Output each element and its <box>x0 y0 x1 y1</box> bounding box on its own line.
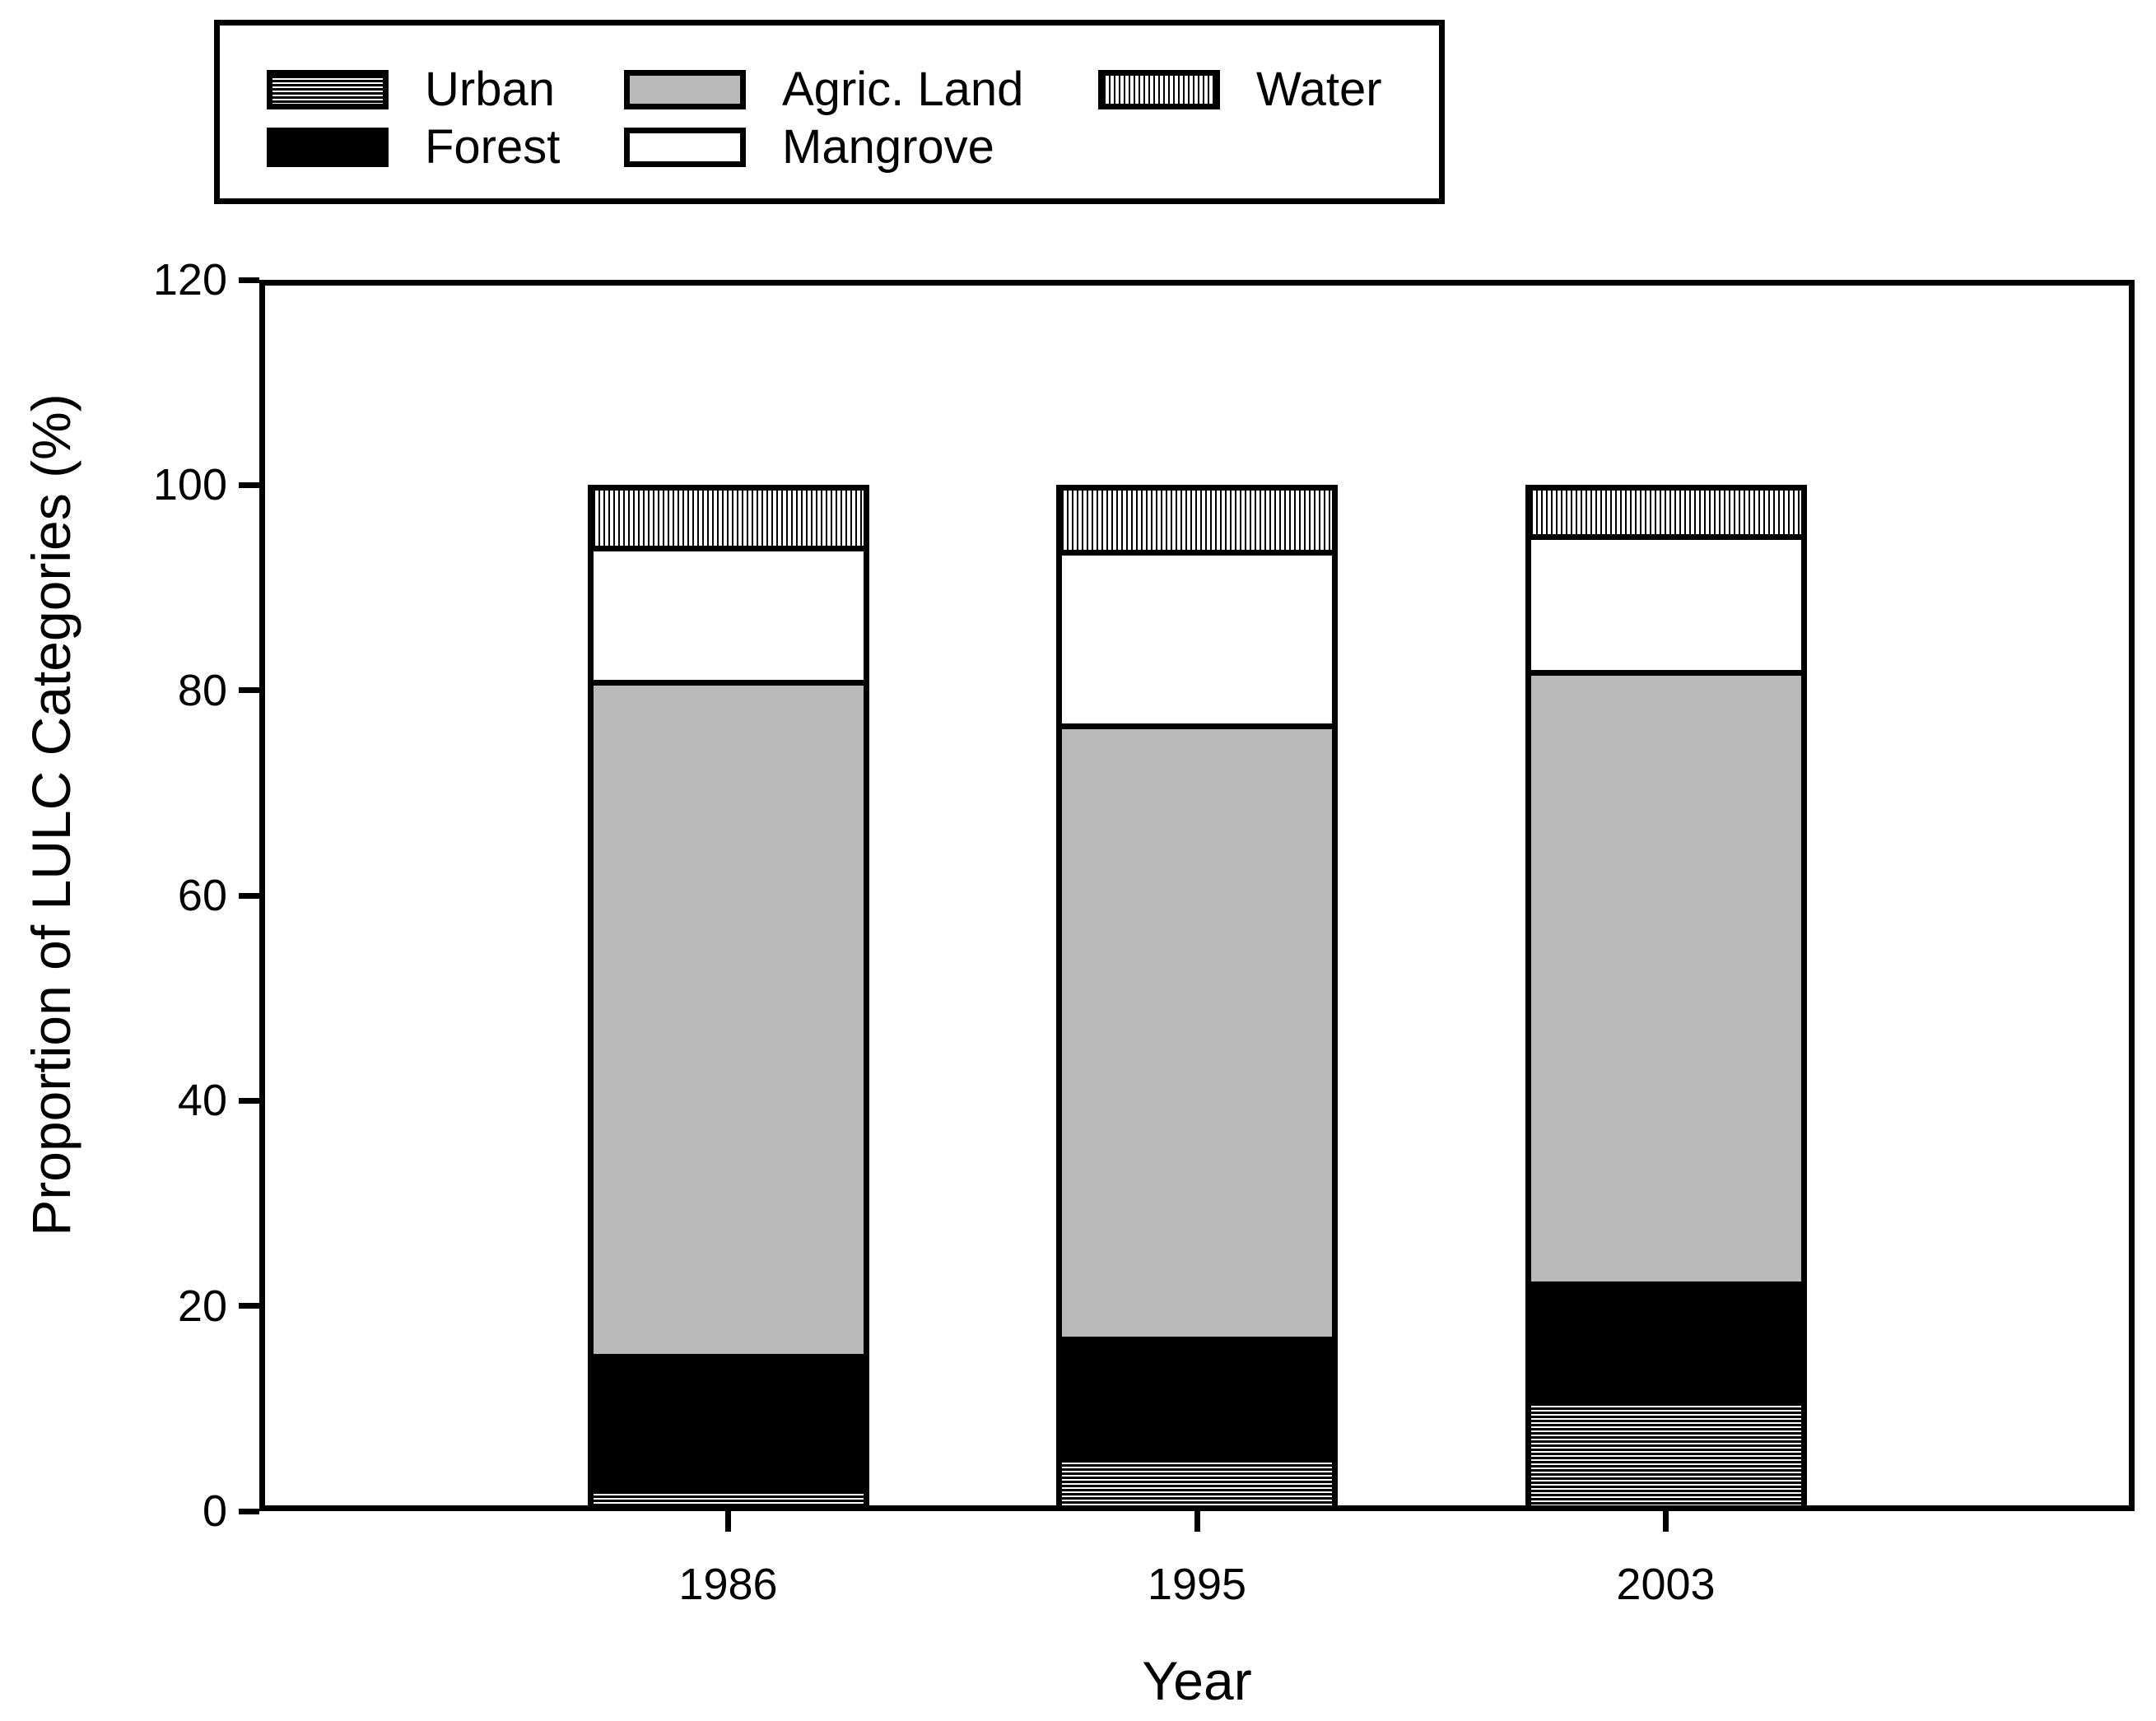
x-tick-label-1986: 1986 <box>678 1560 778 1609</box>
y-axis-tick-60 <box>239 892 259 899</box>
y-axis-tick-120 <box>239 277 259 283</box>
x-axis-title: Year <box>1142 1650 1252 1711</box>
bar-segment-2003-forest <box>1525 1281 1807 1398</box>
bar-segment-1995-agric-land <box>1056 723 1338 1337</box>
y-tick-label-20: 20 <box>177 1281 227 1331</box>
bar-segment-1986-forest <box>587 1354 869 1486</box>
legend-item-forest: Forest <box>267 123 560 172</box>
legend-item-mangrove: Mangrove <box>624 123 994 172</box>
x-axis-tick-2003 <box>1663 1511 1669 1532</box>
bar-segment-1995-forest <box>1056 1337 1338 1455</box>
y-tick-label-100: 100 <box>152 460 227 510</box>
bar-segment-1986-agric-land <box>587 680 869 1355</box>
y-tick-label-40: 40 <box>177 1076 227 1126</box>
legend-swatch-urban <box>267 70 389 109</box>
legend-label-forest: Forest <box>425 120 561 174</box>
y-axis-tick-100 <box>239 481 259 488</box>
x-axis-tick-1995 <box>1194 1511 1200 1532</box>
legend-label-agric-land: Agric. Land <box>782 63 1024 116</box>
legend-label-water: Water <box>1256 63 1382 116</box>
legend-swatch-water <box>1098 70 1220 109</box>
y-axis-tick-40 <box>239 1097 259 1104</box>
y-tick-label-0: 0 <box>202 1486 227 1536</box>
x-axis-tick-1986 <box>725 1511 731 1532</box>
legend-swatch-agric-land <box>624 70 746 109</box>
y-tick-label-60: 60 <box>177 871 227 920</box>
bar-segment-1995-mangrove <box>1056 549 1338 723</box>
legend-item-agric-land: Agric. Land <box>624 65 1023 114</box>
x-tick-label-2003: 2003 <box>1616 1560 1716 1609</box>
bar-segment-1986-urban <box>587 1485 869 1511</box>
bar-segment-1986-water <box>587 485 869 546</box>
legend-label-urban: Urban <box>425 63 555 116</box>
bar-segment-2003-water <box>1525 485 1807 535</box>
legend-swatch-forest <box>267 128 389 167</box>
legend: Urban Agric. Land Water Forest Mangrove <box>214 20 1445 204</box>
bar-segment-2003-urban <box>1525 1397 1807 1511</box>
legend-item-urban: Urban <box>267 65 555 114</box>
bar-segment-1995-water <box>1056 485 1338 550</box>
y-axis-tick-20 <box>239 1303 259 1309</box>
y-tick-label-80: 80 <box>177 665 227 715</box>
x-tick-label-1995: 1995 <box>1147 1560 1247 1609</box>
bar-segment-1995-urban <box>1056 1454 1338 1511</box>
y-tick-label-120: 120 <box>152 255 227 305</box>
legend-item-water: Water <box>1098 65 1382 114</box>
y-axis-tick-80 <box>239 687 259 694</box>
bar-segment-2003-mangrove <box>1525 534 1807 670</box>
legend-label-mangrove: Mangrove <box>782 120 994 174</box>
bar-segment-1986-mangrove <box>587 545 869 681</box>
legend-swatch-mangrove <box>624 128 746 167</box>
y-axis-tick-0 <box>239 1508 259 1514</box>
bar-segment-2003-agric-land <box>1525 669 1807 1281</box>
